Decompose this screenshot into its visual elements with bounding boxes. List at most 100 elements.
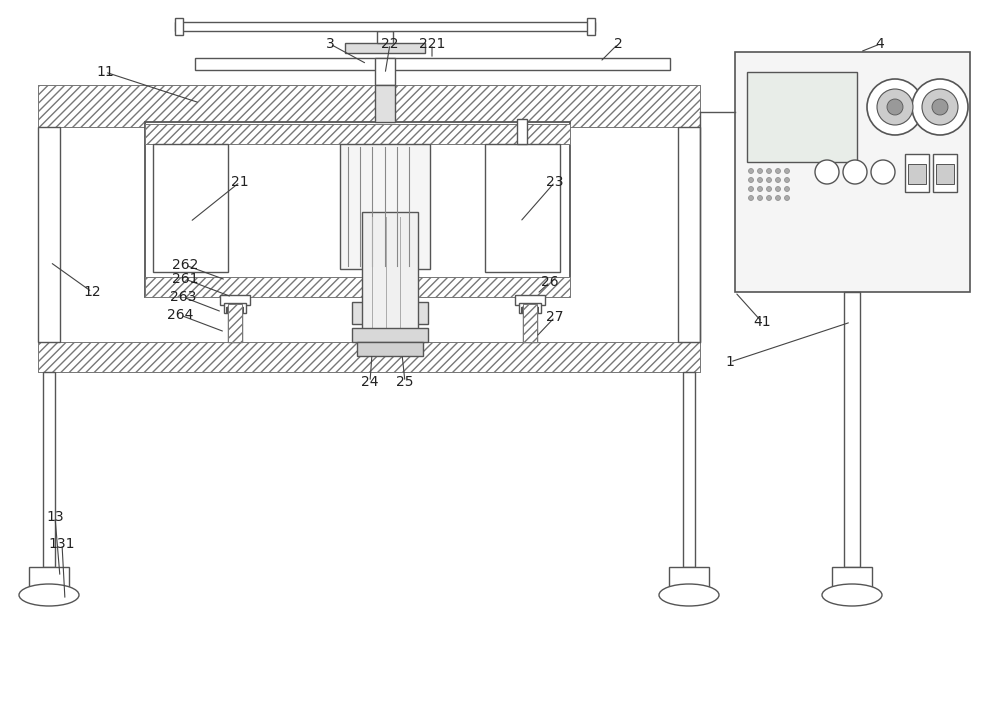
Bar bbox=[145, 277, 570, 297]
Text: 221: 221 bbox=[419, 37, 445, 51]
Bar bbox=[375, 58, 395, 85]
Ellipse shape bbox=[659, 584, 719, 606]
Bar bbox=[145, 277, 570, 297]
Bar bbox=[352, 302, 428, 324]
Text: 41: 41 bbox=[753, 315, 771, 329]
Bar bbox=[38, 127, 60, 342]
Text: 261: 261 bbox=[172, 272, 198, 286]
Bar bbox=[523, 297, 537, 342]
Circle shape bbox=[748, 177, 754, 182]
Bar bbox=[38, 342, 700, 372]
Bar bbox=[228, 304, 242, 342]
Circle shape bbox=[776, 187, 780, 192]
Bar bbox=[519, 303, 541, 313]
Circle shape bbox=[767, 177, 772, 182]
Text: 2: 2 bbox=[614, 37, 622, 51]
Bar bbox=[340, 144, 430, 269]
Bar bbox=[38, 342, 700, 372]
Text: 1: 1 bbox=[726, 355, 734, 369]
Bar bbox=[683, 372, 695, 567]
Bar bbox=[352, 328, 428, 342]
Text: 27: 27 bbox=[546, 310, 564, 324]
Circle shape bbox=[748, 187, 754, 192]
Circle shape bbox=[758, 196, 763, 201]
Circle shape bbox=[784, 196, 790, 201]
Bar bbox=[357, 342, 423, 356]
Circle shape bbox=[784, 177, 790, 182]
Bar bbox=[735, 52, 970, 292]
Ellipse shape bbox=[19, 584, 79, 606]
Bar bbox=[832, 567, 872, 587]
Bar bbox=[43, 372, 55, 567]
Bar bbox=[587, 18, 595, 35]
Bar bbox=[29, 567, 69, 587]
Bar bbox=[523, 304, 537, 342]
Bar bbox=[175, 22, 595, 31]
Text: 21: 21 bbox=[231, 175, 249, 189]
Text: 3: 3 bbox=[326, 37, 334, 51]
Bar bbox=[145, 277, 570, 297]
Bar bbox=[678, 127, 700, 342]
Bar bbox=[377, 31, 393, 43]
Bar bbox=[669, 567, 709, 587]
Text: 131: 131 bbox=[49, 537, 75, 551]
Bar bbox=[153, 144, 228, 272]
Circle shape bbox=[867, 79, 923, 135]
Circle shape bbox=[932, 99, 948, 115]
Circle shape bbox=[776, 196, 780, 201]
Circle shape bbox=[776, 169, 780, 174]
Circle shape bbox=[758, 169, 763, 174]
Circle shape bbox=[815, 160, 839, 184]
Bar bbox=[362, 212, 418, 342]
Circle shape bbox=[877, 89, 913, 125]
Bar bbox=[228, 304, 242, 342]
Bar bbox=[747, 72, 857, 162]
Circle shape bbox=[748, 169, 754, 174]
Text: 26: 26 bbox=[541, 275, 559, 289]
Bar bbox=[375, 85, 395, 122]
Circle shape bbox=[767, 187, 772, 192]
Bar bbox=[228, 304, 242, 342]
Bar bbox=[905, 154, 929, 192]
Bar bbox=[345, 43, 425, 53]
Ellipse shape bbox=[822, 584, 882, 606]
Circle shape bbox=[784, 187, 790, 192]
Text: 262: 262 bbox=[172, 258, 198, 272]
Bar bbox=[936, 164, 954, 184]
Circle shape bbox=[758, 177, 763, 182]
Bar bbox=[523, 304, 537, 342]
Circle shape bbox=[912, 79, 968, 135]
Bar bbox=[38, 85, 700, 127]
Circle shape bbox=[758, 187, 763, 192]
Circle shape bbox=[767, 196, 772, 201]
Circle shape bbox=[767, 169, 772, 174]
Text: 13: 13 bbox=[46, 510, 64, 524]
Bar bbox=[908, 164, 926, 184]
Circle shape bbox=[776, 177, 780, 182]
Text: 4: 4 bbox=[876, 37, 884, 51]
Bar bbox=[145, 124, 570, 144]
Bar bbox=[220, 295, 250, 305]
Bar bbox=[38, 342, 700, 372]
Text: 263: 263 bbox=[170, 290, 196, 304]
Bar bbox=[523, 304, 537, 342]
Text: 264: 264 bbox=[167, 308, 193, 322]
Bar bbox=[485, 144, 560, 272]
Circle shape bbox=[922, 89, 958, 125]
Bar bbox=[145, 124, 570, 144]
Bar bbox=[844, 292, 860, 567]
Bar bbox=[145, 122, 570, 297]
Bar bbox=[38, 85, 700, 127]
Circle shape bbox=[871, 160, 895, 184]
Text: 25: 25 bbox=[396, 375, 414, 389]
Bar bbox=[517, 119, 527, 144]
Text: 11: 11 bbox=[96, 65, 114, 79]
Text: 24: 24 bbox=[361, 375, 379, 389]
Text: 22: 22 bbox=[381, 37, 399, 51]
Circle shape bbox=[843, 160, 867, 184]
Bar bbox=[175, 18, 183, 35]
Bar bbox=[224, 303, 246, 313]
Text: 12: 12 bbox=[83, 285, 101, 299]
Bar bbox=[38, 85, 700, 127]
Bar bbox=[145, 124, 570, 144]
